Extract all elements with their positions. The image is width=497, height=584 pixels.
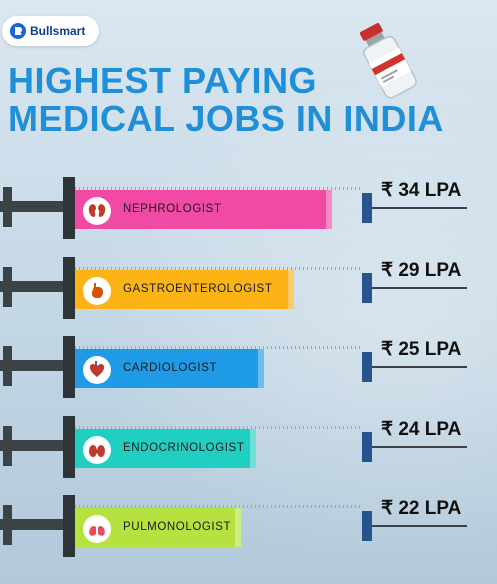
needle-hub — [362, 431, 372, 462]
barrel-ticks — [75, 425, 362, 429]
medicine-vial-icon — [359, 23, 417, 99]
plunger-rod — [0, 439, 64, 451]
barrel-ticks — [75, 505, 362, 508]
bar-nephrologist: NEPHROLOGIST — [75, 190, 332, 229]
syringe-row: GASTROENTEROLOGIST ₹ 29 LPA — [0, 255, 497, 321]
plunger-rod — [0, 360, 64, 371]
lungs-icon — [83, 515, 111, 543]
category-label: NEPHROLOGIST — [123, 203, 222, 215]
bullsmart-logo-icon — [10, 23, 26, 39]
syringe-needle — [372, 445, 467, 448]
plunger-cap — [3, 266, 12, 307]
value-label: ₹ 34 LPA — [381, 180, 462, 201]
title-line-1: HIGHEST PAYING — [8, 60, 318, 101]
needle-hub — [362, 511, 372, 541]
bar-endocrinologist: ENDOCRINOLOGIST — [75, 428, 256, 468]
syringe-flange — [63, 415, 75, 478]
category-label: PULMONOLOGIST — [123, 521, 232, 533]
syringe-barrel: PULMONOLOGIST — [75, 505, 362, 547]
value-label: ₹ 22 LPA — [381, 498, 462, 519]
syringe-flange — [63, 256, 75, 319]
value-label: ₹ 29 LPA — [381, 259, 462, 281]
barrel-ticks — [75, 187, 362, 190]
syringe-barrel: GASTROENTEROLOGIST — [75, 266, 362, 309]
plunger-cap — [3, 425, 12, 466]
kidney-icon — [83, 197, 111, 225]
needle-hub — [362, 352, 372, 382]
plunger-rod — [0, 201, 64, 212]
needle-hub — [362, 272, 372, 303]
syringe-row: ENDOCRINOLOGIST ₹ 24 LPA — [0, 414, 497, 480]
title-line-2: MEDICAL JOBS IN INDIA — [8, 98, 444, 139]
syringe-needle — [372, 286, 467, 289]
plunger-rod — [0, 519, 64, 530]
bar-gastroenterologist: GASTROENTEROLOGIST — [75, 269, 294, 309]
syringe-flange — [63, 495, 75, 557]
syringe-row: CARDIOLOGIST ₹ 25 LPA — [0, 334, 497, 400]
needle-hub — [362, 193, 372, 223]
category-label: GASTROENTEROLOGIST — [123, 282, 273, 295]
syringe-needle — [372, 366, 467, 368]
salary-syringe-chart: NEPHROLOGIST ₹ 34 LPA GASTROENTEROLOGIST ₹ … — [0, 170, 497, 560]
barrel-ticks — [75, 266, 362, 270]
syringe-barrel: NEPHROLOGIST — [75, 187, 362, 229]
bar-cardiologist: CARDIOLOGIST — [75, 349, 264, 388]
syringe-row: NEPHROLOGIST ₹ 34 LPA — [0, 175, 497, 241]
category-label: CARDIOLOGIST — [123, 362, 218, 374]
plunger-cap — [3, 346, 12, 386]
bar-pulmonologist: PULMONOLOGIST — [75, 508, 241, 547]
syringe-flange — [63, 177, 75, 239]
thyroid-icon — [83, 435, 111, 464]
syringe-needle — [372, 207, 467, 209]
brand-name: Bullsmart — [30, 24, 86, 38]
syringe-needle — [372, 525, 467, 527]
syringe-flange — [63, 336, 75, 398]
value-label: ₹ 25 LPA — [381, 339, 462, 360]
page-title: HIGHEST PAYING MEDICAL JOBS IN INDIA — [8, 62, 478, 138]
brand-badge[interactable]: Bullsmart — [2, 16, 99, 46]
plunger-cap — [3, 187, 12, 227]
stomach-icon — [83, 276, 111, 305]
barrel-ticks — [75, 346, 362, 349]
syringe-row: PULMONOLOGIST ₹ 22 LPA — [0, 493, 497, 559]
syringe-barrel: ENDOCRINOLOGIST — [75, 425, 362, 468]
heart-icon — [83, 356, 111, 384]
plunger-rod — [0, 280, 64, 292]
category-label: ENDOCRINOLOGIST — [123, 441, 245, 454]
plunger-cap — [3, 505, 12, 545]
syringe-barrel: CARDIOLOGIST — [75, 346, 362, 388]
value-label: ₹ 24 LPA — [381, 418, 462, 440]
